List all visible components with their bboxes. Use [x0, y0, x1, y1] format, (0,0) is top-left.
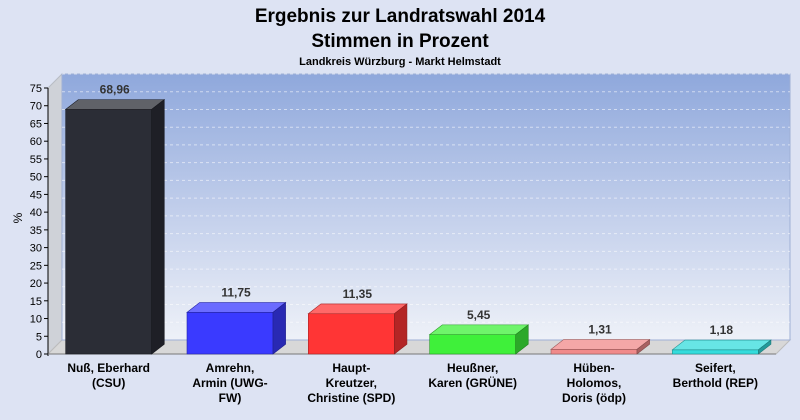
bar-front — [186, 312, 274, 355]
bar-value-label: 11,35 — [343, 287, 373, 301]
bar-top — [671, 339, 772, 351]
bar-value-label: 11,75 — [221, 286, 251, 300]
bar — [428, 324, 530, 355]
bar-front — [550, 349, 638, 355]
bar-side — [515, 324, 529, 355]
bar — [671, 339, 772, 355]
bar-top — [428, 324, 530, 335]
plot-back-wall — [61, 73, 791, 341]
chart-subtitle: Landkreis Würzburg - Markt Helmstadt — [299, 56, 501, 68]
bar-top — [307, 303, 408, 315]
y-tick-label: 65 — [30, 118, 42, 130]
bar-side — [272, 301, 286, 355]
y-tick-label: 70 — [30, 101, 42, 113]
x-tick-label: Amrehn, Armin (UWG-FW) — [192, 361, 267, 405]
bar-value-label: 1,31 — [588, 323, 612, 337]
bar-value-label: 1,18 — [710, 323, 734, 337]
bar — [307, 303, 408, 355]
y-tick-label: 25 — [30, 260, 42, 272]
bar-top — [186, 302, 287, 313]
bar-front — [65, 109, 152, 355]
y-tick-label: 30 — [30, 243, 42, 255]
bar-top — [550, 339, 651, 350]
y-tick-label: 20 — [30, 278, 42, 290]
y-tick-label: 60 — [30, 136, 42, 148]
chart-title-line2: Stimmen in Prozent — [311, 31, 489, 52]
x-tick-label: Heußner, Karen (GRÜNE) — [428, 361, 517, 390]
bar — [64, 99, 166, 355]
bar-side — [636, 338, 650, 355]
y-axis-label: % — [11, 212, 25, 223]
y-tick-label: 50 — [30, 172, 42, 184]
bar-top — [64, 99, 166, 110]
x-tick-label: Haupt-Kreutzer, Christine (SPD) — [307, 361, 395, 405]
bar-side — [394, 303, 408, 355]
y-tick-label: 35 — [30, 225, 42, 237]
x-tick-label: Nuß, Eberhard (CSU) — [67, 361, 150, 390]
y-tick-label: 15 — [30, 296, 42, 308]
y-tick-label: 40 — [30, 207, 42, 219]
chart-title: Ergebnis zur Landratswahl 2014 — [255, 6, 546, 27]
plot-side-wall — [47, 72, 63, 356]
y-tick-label: 55 — [30, 154, 42, 166]
bar-front — [672, 349, 759, 355]
bar-side — [758, 339, 772, 355]
x-tick-label: Hüben-Holomos, Doris (ödp) — [562, 361, 626, 405]
bar-front — [429, 334, 516, 355]
y-tick-label: 75 — [30, 83, 42, 95]
bar-value-label: 5,45 — [467, 308, 491, 322]
y-tick-label: 0 — [36, 349, 42, 361]
y-tick-label: 45 — [30, 189, 42, 201]
y-tick-label: 5 — [36, 331, 42, 343]
bar-front — [308, 313, 395, 355]
bar-side — [151, 99, 165, 355]
y-tick-label: 10 — [30, 314, 42, 326]
bar-value-label: 68,96 — [100, 83, 130, 97]
bar — [550, 338, 651, 355]
bar — [186, 301, 287, 355]
x-tick-label: Seifert, Berthold (REP) — [673, 361, 758, 390]
